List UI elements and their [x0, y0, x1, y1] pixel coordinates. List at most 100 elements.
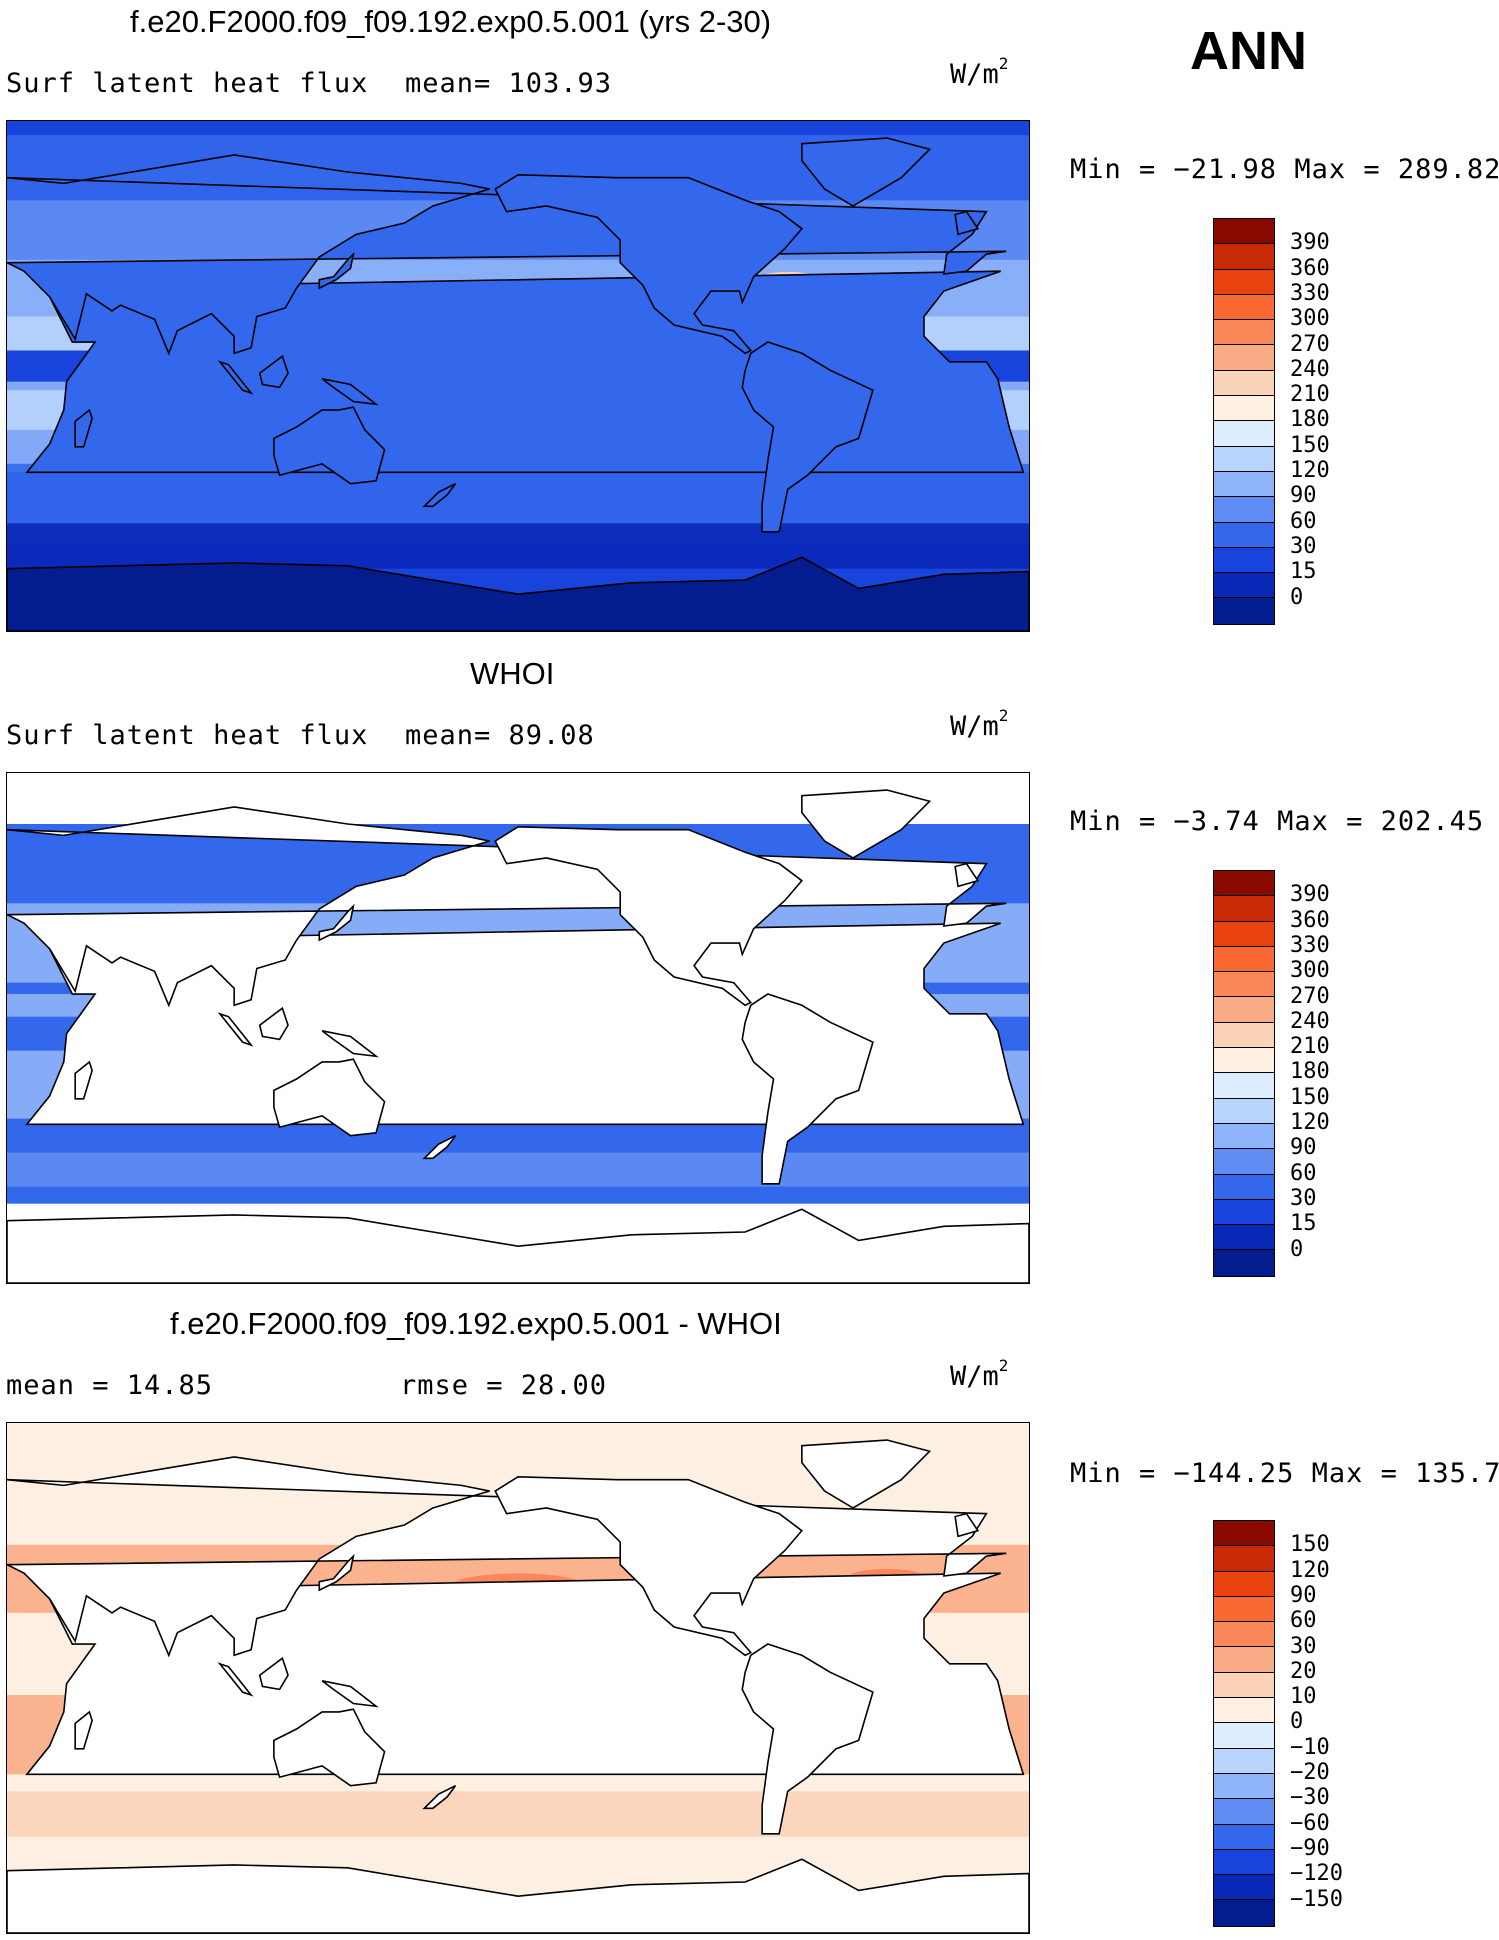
colorbar-tick-label: 20: [1290, 1658, 1317, 1684]
panel1-minmax: Min = −21.98 Max = 289.82: [1070, 154, 1499, 185]
colorbar-tick-label: 360: [1290, 907, 1330, 933]
colorbar-tick-label: 60: [1290, 1160, 1317, 1186]
diff-band: [7, 1791, 1029, 1837]
colorbar-swatch: [1214, 573, 1274, 599]
panel3-rmse-label: rmse = 28.00: [400, 1370, 608, 1401]
colorbar-swatch: [1214, 1123, 1274, 1150]
panel1-variable-label: Surf latent heat flux: [6, 68, 369, 99]
colorbar-tick-label: 270: [1290, 331, 1330, 357]
land-japan: [318, 251, 355, 290]
colorbar-tick-label: 390: [1290, 230, 1330, 256]
colorbar-swatch: [1214, 896, 1274, 922]
colorbar-swatch: [1214, 1073, 1274, 1099]
colorbar-swatch: [1214, 1824, 1274, 1850]
panel2-mean-label: mean= 89.08: [405, 720, 595, 751]
land-madagascar: [74, 408, 93, 448]
panel1-colorbar: [1213, 218, 1275, 625]
colorbar-tick-label: −20: [1290, 1760, 1330, 1785]
land-samerica: [741, 1643, 874, 1835]
colorbar-tick-label: −90: [1290, 1835, 1330, 1861]
colorbar-swatch: [1214, 269, 1274, 295]
panel2-units: W/m2: [950, 706, 1009, 742]
colorbar-swatch: [1214, 1748, 1274, 1774]
colorbar-swatch: [1214, 547, 1274, 574]
colorbar-tick-label: −120: [1290, 1861, 1343, 1887]
colorbar-tick-label: −10: [1290, 1734, 1330, 1760]
land-japan: [318, 903, 355, 942]
colorbar-tick-label: 10: [1290, 1684, 1317, 1710]
colorbar-swatch: [1214, 1698, 1274, 1724]
land-australia: [273, 1058, 386, 1137]
panel2-title: WHOI: [470, 656, 555, 691]
colorbar-tick-label: 60: [1290, 1608, 1317, 1634]
colorbar-swatch: [1214, 497, 1274, 523]
land-samerica: [741, 341, 874, 533]
panel1-title: f.e20.F2000.f09_f09.192.exp0.5.001 (yrs …: [130, 4, 772, 39]
colorbar-tick-label: 390: [1290, 882, 1330, 908]
land-borneo: [258, 1006, 289, 1041]
colorbar-swatch: [1214, 997, 1274, 1023]
colorbar-tick-label: −60: [1290, 1810, 1330, 1836]
colorbar-tick-label: 15: [1290, 559, 1317, 585]
land-sumatra: [217, 1012, 254, 1047]
land-sumatra: [217, 360, 254, 395]
panel3-minmax: Min = −144.25 Max = 135.74: [1070, 1458, 1499, 1489]
colorbar-swatch: [1214, 1225, 1274, 1251]
colorbar-tick-label: 0: [1290, 584, 1304, 610]
colorbar-tick-label: 60: [1290, 508, 1317, 534]
colorbar-swatch: [1214, 421, 1274, 447]
colorbar-swatch: [1214, 1250, 1274, 1276]
land-ng: [321, 1030, 379, 1058]
colorbar-tick-label: 150: [1290, 1084, 1330, 1110]
land-samerica: [741, 993, 874, 1185]
land-nz: [422, 482, 457, 508]
colorbar-tick-label: 30: [1290, 1185, 1317, 1211]
land-namerica: [494, 173, 804, 355]
colorbar-tick-label: 300: [1290, 306, 1330, 332]
colorbar-tick-label: 150: [1290, 1532, 1330, 1558]
colorbar-tick-label: 180: [1290, 1059, 1330, 1085]
colorbar-swatch: [1214, 972, 1274, 998]
colorbar-swatch: [1214, 1149, 1274, 1175]
colorbar-swatch: [1214, 1672, 1274, 1699]
colorbar-tick-label: 150: [1290, 432, 1330, 458]
colorbar-swatch: [1214, 1098, 1274, 1124]
colorbar-swatch: [1214, 396, 1274, 422]
colorbar-tick-label: 90: [1290, 1582, 1317, 1608]
land-ng: [321, 1680, 379, 1708]
colorbar-swatch: [1214, 1048, 1274, 1074]
colorbar-tick-label: 0: [1290, 1236, 1304, 1262]
panel1-units: W/m2: [950, 54, 1009, 90]
colorbar-swatch: [1214, 1174, 1274, 1200]
land-antarctica: [7, 1208, 1029, 1283]
panel3-units: W/m2: [950, 1356, 1009, 1392]
colorbar-tick-label: 120: [1290, 458, 1330, 483]
land-namerica: [494, 1475, 804, 1657]
colorbar-swatch: [1214, 871, 1274, 897]
land-uk: [954, 1512, 980, 1538]
panel3-mean-label: mean = 14.85: [6, 1370, 214, 1401]
colorbar-swatch: [1214, 1199, 1274, 1226]
land-greenland: [801, 137, 932, 207]
colorbar-swatch: [1214, 598, 1274, 624]
colorbar-tick-label: 30: [1290, 533, 1317, 559]
land-borneo: [258, 354, 289, 389]
colorbar-swatch: [1214, 522, 1274, 548]
colorbar-swatch: [1214, 921, 1274, 947]
colorbar-swatch: [1214, 1849, 1274, 1876]
land-nz: [422, 1134, 457, 1160]
season-label: ANN: [1190, 21, 1307, 81]
colorbar-tick-label: 30: [1290, 1633, 1317, 1659]
colorbar-tick-label: 15: [1290, 1211, 1317, 1237]
panel3-title: f.e20.F2000.f09_f09.192.exp0.5.001 - WHO…: [170, 1306, 782, 1341]
panel1-map: [6, 120, 1030, 632]
colorbar-swatch: [1214, 219, 1274, 245]
colorbar-tick-label: 210: [1290, 1034, 1330, 1060]
panel2-colorbar: [1213, 870, 1275, 1277]
land-madagascar: [74, 1710, 93, 1750]
panel2-map: [6, 772, 1030, 1284]
flux-band: [7, 523, 1029, 569]
panel2-minmax: Min = −3.74 Max = 202.45: [1070, 806, 1485, 837]
land-greenland: [801, 1439, 932, 1509]
colorbar-tick-label: 120: [1290, 1557, 1330, 1583]
